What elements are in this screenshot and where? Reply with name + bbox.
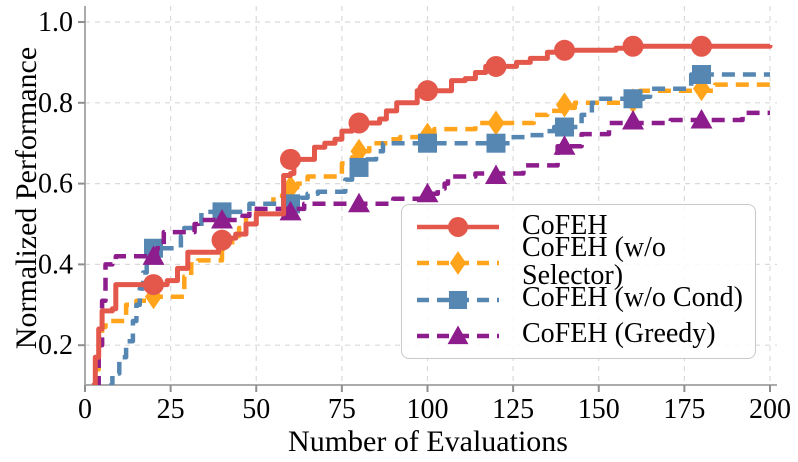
data-point-diamond [282, 175, 299, 201]
legend-label-cofeh: CoFEH [522, 209, 608, 241]
y-tick-label: 0.8 [38, 88, 73, 119]
legend-item-wo-selector: CoFEH (w/o Selector) [414, 233, 745, 289]
data-point-triangle [142, 245, 165, 265]
x-tick-label: 175 [663, 394, 705, 425]
y-tick-label: 0.6 [38, 169, 73, 200]
x-tick-label: 75 [328, 394, 356, 425]
y-tick-label: 1.0 [38, 7, 73, 38]
data-point-circle [622, 35, 644, 57]
y-tick-label: 0.2 [38, 330, 73, 361]
data-point-triangle [211, 208, 233, 229]
data-point-circle [280, 148, 301, 170]
series-line [109, 72, 770, 385]
x-tick-label: 25 [157, 394, 185, 425]
data-point-circle [448, 217, 468, 238]
legend-item-greedy: CoFEH (Greedy) [414, 318, 745, 354]
series-line [91, 82, 773, 385]
data-point-square [623, 89, 643, 109]
series-circle [91, 35, 773, 385]
data-point-square [692, 65, 711, 85]
legend-marker-cofeh-icon [417, 217, 499, 238]
data-point-triangle [553, 135, 576, 155]
data-point-circle [691, 35, 712, 57]
data-point-circle [554, 39, 575, 61]
data-point-square [486, 133, 506, 153]
x-tick-label: 125 [492, 394, 534, 425]
legend-marker-greedy-icon [417, 325, 499, 344]
data-point-diamond [556, 92, 573, 118]
data-point-diamond [487, 110, 505, 136]
legend-item-cofeh: CoFEH [414, 209, 745, 245]
data-point-square [448, 290, 468, 309]
data-point-square [349, 157, 369, 177]
data-point-diamond [449, 251, 467, 276]
legend-label-wo-cond: CoFEH (w/o Cond) [522, 282, 743, 314]
legend-label-wo-selector: CoFEH (w/o Selector) [522, 231, 666, 291]
legend-marker-wo-selector-icon [417, 251, 499, 276]
data-point-triangle [416, 182, 439, 203]
legend: CoFEH CoFEH (w/o Selector) CoFEH (w/o Co… [401, 204, 756, 359]
x-tick-label: 100 [407, 394, 449, 425]
data-point-triangle [447, 325, 469, 344]
data-point-circle [348, 112, 370, 134]
data-point-triangle [485, 164, 507, 185]
data-point-circle [211, 229, 233, 251]
y-axis-label: Normalized Performance [10, 46, 43, 350]
series-line [91, 43, 773, 385]
x-tick-label: 50 [242, 394, 270, 425]
legend-label-greedy: CoFEH (Greedy) [522, 318, 716, 350]
x-tick-label: 0 [78, 394, 92, 425]
data-point-triangle [348, 192, 370, 213]
data-point-circle [485, 55, 507, 77]
data-point-circle [143, 274, 164, 296]
data-point-triangle [690, 108, 713, 129]
data-point-square [555, 117, 574, 137]
x-tick-label: 150 [578, 394, 620, 425]
x-tick-label: 200 [749, 394, 791, 425]
data-point-square [418, 133, 437, 153]
legend-item-wo-cond: CoFEH (w/o Cond) [414, 282, 745, 318]
series-square [109, 65, 770, 385]
legend-marker-wo-cond-icon [417, 290, 499, 309]
data-point-triangle [622, 109, 644, 130]
data-point-circle [417, 80, 438, 102]
x-axis-label: Number of Evaluations [288, 425, 568, 458]
series-line [95, 110, 770, 385]
y-tick-label: 0.4 [38, 249, 73, 280]
data-point-diamond [350, 138, 368, 164]
series-triangle [95, 108, 770, 385]
